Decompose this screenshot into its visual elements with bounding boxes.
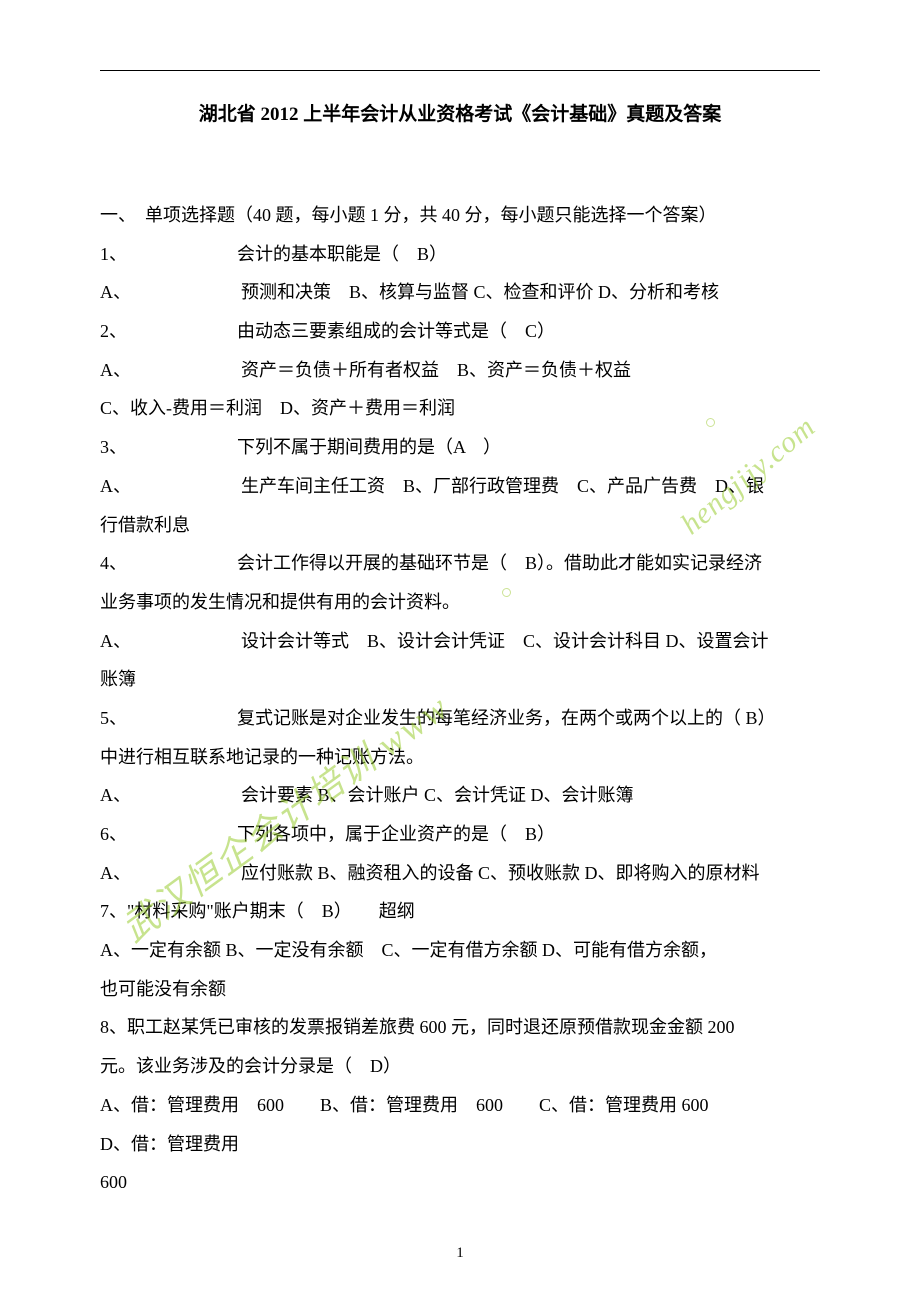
opt-text: 生产车间主任工资 B、厂部行政管理费 C、产品广告费 D、银 [241, 476, 764, 496]
question-7: 7、"材料采购"账户期末（ B） 超纲 [100, 892, 820, 931]
opt-prefix: A、 [100, 863, 131, 883]
q-number: 6、 [100, 824, 127, 844]
section-header: 一、 单项选择题（40 题，每小题 1 分，共 40 分，每小题只能选择一个答案… [100, 196, 820, 235]
q-number: 4、 [100, 553, 127, 573]
question-8-options-1: A、借：管理费用 600 B、借：管理费用 600 C、借：管理费用 600 [100, 1086, 820, 1125]
q-text: 下列不属于期间费用的是（A ） [237, 437, 501, 457]
opt-text: 资产＝负债＋所有者权益 B、资产＝负债＋权益 [241, 360, 631, 380]
q-text: 下列各项中，属于企业资产的是（ B） [237, 824, 555, 844]
question-4-options-2: 账簿 [100, 660, 820, 699]
question-8-options-2: D、借：管理费用 [100, 1125, 820, 1164]
question-8-line1: 8、职工赵某凭已审核的发票报销差旅费 600 元，同时退还原预借款现金金额 20… [100, 1008, 820, 1047]
question-7-options-1: A、一定有余额 B、一定没有余额 C、一定有借方余额 D、可能有借方余额， [100, 931, 820, 970]
opt-prefix: A、 [100, 282, 131, 302]
q-text: 复式记账是对企业发生的每笔经济业务，在两个或两个以上的（ B） [237, 708, 776, 728]
q-text: 由动态三要素组成的会计等式是（ C） [237, 321, 555, 341]
opt-prefix: A、 [100, 360, 131, 380]
question-2: 2、 由动态三要素组成的会计等式是（ C） [100, 312, 820, 351]
page-title: 湖北省 2012 上半年会计从业资格考试《会计基础》真题及答案 [100, 99, 820, 126]
opt-prefix: A、 [100, 476, 131, 496]
top-rule [100, 70, 820, 71]
q-text: 会计工作得以开展的基础环节是（ B）。借助此才能如实记录经济 [237, 553, 762, 573]
q-number: 2、 [100, 321, 127, 341]
question-6: 6、 下列各项中，属于企业资产的是（ B） [100, 815, 820, 854]
page-number: 1 [0, 1245, 920, 1262]
question-3: 3、 下列不属于期间费用的是（A ） [100, 428, 820, 467]
document-page: 湖北省 2012 上半年会计从业资格考试《会计基础》真题及答案 hengjijy… [0, 0, 920, 1302]
question-3-options-2: 行借款利息 [100, 506, 820, 545]
question-8-options-3: 600 [100, 1163, 820, 1202]
question-6-options: A、 应付账款 B、融资租入的设备 C、预收账款 D、即将购入的原材料 [100, 854, 820, 893]
q-number: 1、 [100, 244, 127, 264]
question-3-options-1: A、 生产车间主任工资 B、厂部行政管理费 C、产品广告费 D、银 [100, 467, 820, 506]
q-number: 3、 [100, 437, 127, 457]
opt-prefix: A、 [100, 785, 131, 805]
opt-text: 设计会计等式 B、设计会计凭证 C、设计会计科目 D、设置会计 [241, 631, 769, 651]
opt-text: 应付账款 B、融资租入的设备 C、预收账款 D、即将购入的原材料 [241, 863, 760, 883]
opt-text: 会计要素 B、会计账户 C、会计凭证 D、会计账簿 [241, 785, 634, 805]
question-4-line2: 业务事项的发生情况和提供有用的会计资料。 [100, 583, 820, 622]
q-text: 会计的基本职能是（ B） [237, 244, 447, 264]
opt-text: 预测和决策 B、核算与监督 C、检查和评价 D、分析和考核 [241, 282, 719, 302]
question-7-options-2: 也可能没有余额 [100, 970, 820, 1009]
question-1: 1、 会计的基本职能是（ B） [100, 235, 820, 274]
question-5-options: A、 会计要素 B、会计账户 C、会计凭证 D、会计账簿 [100, 776, 820, 815]
question-8-line2: 元。该业务涉及的会计分录是（ D） [100, 1047, 820, 1086]
question-2-options-2: C、收入-费用＝利润 D、资产＋费用＝利润 [100, 389, 820, 428]
question-5-line1: 5、 复式记账是对企业发生的每笔经济业务，在两个或两个以上的（ B） [100, 699, 820, 738]
question-4-line1: 4、 会计工作得以开展的基础环节是（ B）。借助此才能如实记录经济 [100, 544, 820, 583]
question-2-options-1: A、 资产＝负债＋所有者权益 B、资产＝负债＋权益 [100, 351, 820, 390]
q-number: 5、 [100, 708, 127, 728]
question-5-line2: 中进行相互联系地记录的一种记账方法。 [100, 738, 820, 777]
question-1-options: A、 预测和决策 B、核算与监督 C、检查和评价 D、分析和考核 [100, 273, 820, 312]
question-4-options-1: A、 设计会计等式 B、设计会计凭证 C、设计会计科目 D、设置会计 [100, 622, 820, 661]
opt-prefix: A、 [100, 631, 131, 651]
